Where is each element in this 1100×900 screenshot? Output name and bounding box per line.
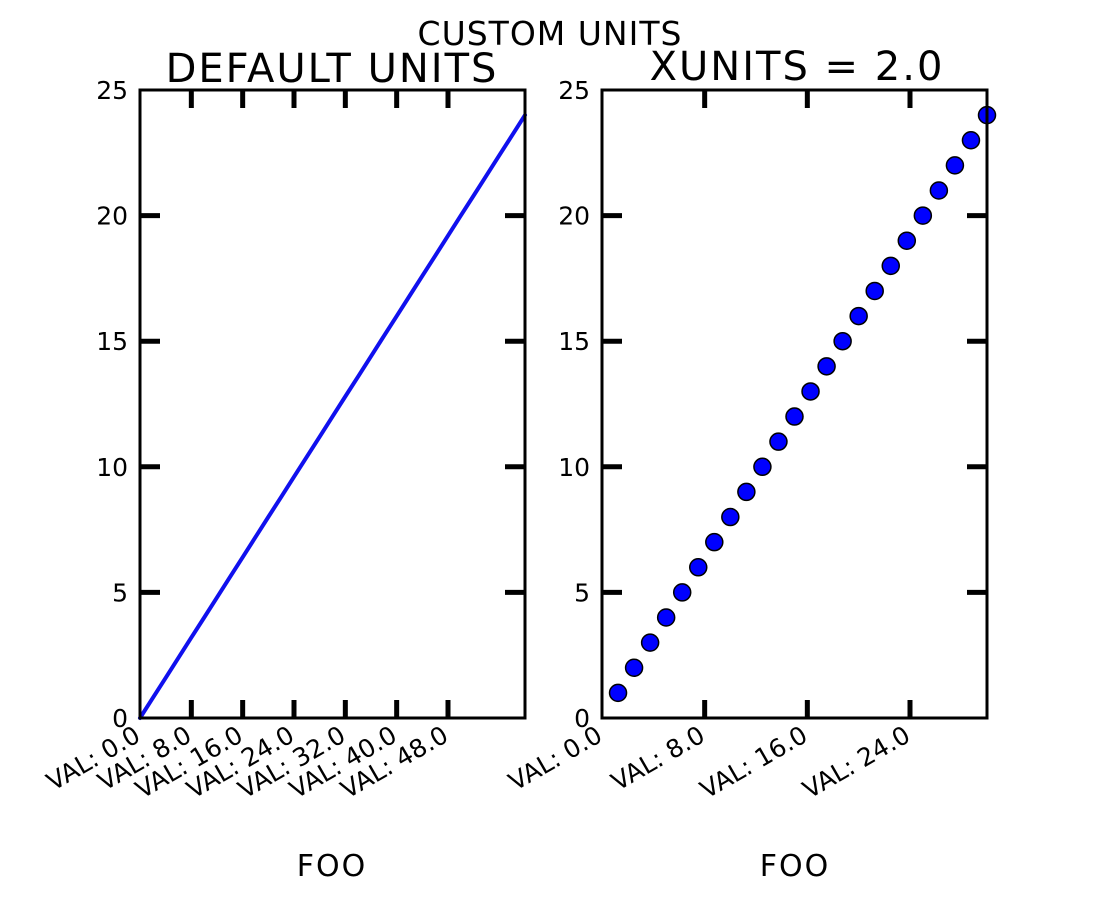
line-series [138, 113, 527, 720]
scatter-point [624, 658, 644, 678]
y-tick-label: 25 [96, 76, 128, 105]
scatter-point [833, 331, 852, 351]
scatter-point [881, 256, 900, 276]
scatter-point [721, 507, 740, 527]
axes-frame [600, 88, 989, 720]
scatter-point [608, 683, 628, 703]
y-tick-label: 10 [96, 453, 128, 482]
scatter-point [737, 482, 756, 502]
x-tick-label: VAL: 0.0 [504, 720, 607, 796]
scatter-point [769, 432, 788, 451]
scatter-point [945, 156, 965, 175]
y-tick-label: 20 [558, 202, 590, 231]
scatter-point [785, 407, 804, 426]
subplot-title: XUNITS = 2.0 [650, 44, 945, 90]
x-tick-label: VAL: 8.0 [606, 720, 709, 796]
scatter-point [913, 206, 933, 225]
scatter-point [929, 181, 949, 200]
scatter-point [656, 608, 676, 627]
scatter-series [608, 105, 997, 703]
scatter-point [801, 382, 820, 401]
scatter-point [640, 633, 660, 652]
y-tick-label: 5 [574, 578, 590, 607]
y-tick-label: 25 [558, 76, 590, 105]
scatter-point [849, 306, 868, 326]
y-tick-label: 0 [112, 704, 128, 733]
y-tick-label: 20 [96, 202, 128, 231]
x-tick-label: VAL: 24.0 [798, 720, 915, 804]
tick-marks [602, 90, 987, 718]
x-axis-label: FOO [297, 849, 367, 884]
y-tick-label: 0 [574, 704, 590, 733]
scatter-point [897, 231, 917, 250]
x-axis-label: FOO [760, 849, 830, 884]
subplot-xunits-2: XUNITS = 2.0 0 5 10 15 20 25 VAL: 0.0 VAL: 8.0… [504, 44, 997, 884]
y-tick-label: 15 [558, 327, 590, 356]
scatter-point [705, 532, 724, 552]
scatter-point [689, 558, 708, 577]
y-tick-label: 5 [112, 578, 128, 607]
figure-suptitle: CUSTOM UNITS [418, 14, 683, 53]
scatter-point [865, 281, 884, 301]
y-tick-label: 10 [558, 453, 590, 482]
axes-frame [138, 88, 527, 720]
scatter-point [961, 130, 981, 150]
scatter-point [753, 457, 772, 477]
y-tick-labels: 0 5 10 15 20 25 [96, 76, 128, 733]
subplot-title: DEFAULT UNITS [166, 46, 499, 92]
y-tick-labels: 0 5 10 15 20 25 [558, 76, 590, 733]
y-tick-label: 15 [96, 327, 128, 356]
scatter-point [672, 583, 692, 602]
scatter-point [817, 357, 836, 376]
tick-marks [140, 90, 525, 718]
series-line [138, 113, 527, 720]
x-tick-label: VAL: 16.0 [695, 720, 812, 804]
